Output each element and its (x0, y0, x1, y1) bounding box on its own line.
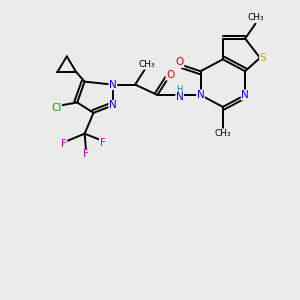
Text: O: O (176, 57, 184, 67)
Text: CH₃: CH₃ (247, 13, 264, 22)
Text: H: H (176, 85, 183, 94)
Text: CH₃: CH₃ (214, 129, 231, 138)
Text: N: N (197, 90, 204, 100)
Text: N: N (241, 90, 249, 100)
Text: Cl: Cl (51, 103, 62, 113)
Text: F: F (100, 138, 105, 148)
Text: N: N (109, 80, 117, 90)
Text: F: F (61, 139, 67, 149)
Text: N: N (109, 100, 117, 110)
Text: CH₃: CH₃ (139, 60, 155, 69)
Text: S: S (260, 53, 266, 63)
Text: O: O (166, 70, 174, 80)
Text: N: N (176, 92, 184, 102)
Text: F: F (83, 149, 89, 160)
